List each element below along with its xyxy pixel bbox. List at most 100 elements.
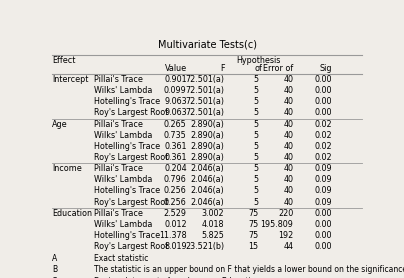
- Text: 0.00: 0.00: [315, 231, 332, 240]
- Text: 0.00: 0.00: [315, 75, 332, 84]
- Text: 5: 5: [254, 153, 259, 162]
- Text: 0.361: 0.361: [164, 142, 187, 151]
- Text: 8.019: 8.019: [164, 242, 187, 251]
- Text: Exact statistic: Exact statistic: [95, 254, 149, 263]
- Text: 5: 5: [254, 187, 259, 195]
- Text: 5: 5: [254, 86, 259, 95]
- Text: 5: 5: [254, 131, 259, 140]
- Text: 75: 75: [248, 231, 259, 240]
- Text: Multivariate Tests(c): Multivariate Tests(c): [158, 40, 257, 50]
- Text: Effect: Effect: [52, 56, 76, 64]
- Text: Pillai's Trace: Pillai's Trace: [95, 75, 143, 84]
- Text: Pillai's Trace: Pillai's Trace: [95, 120, 143, 129]
- Text: 72.501(a): 72.501(a): [185, 86, 224, 95]
- Text: 2.890(a): 2.890(a): [190, 142, 224, 151]
- Text: 72.501(a): 72.501(a): [185, 108, 224, 118]
- Text: Hotelling's Trace: Hotelling's Trace: [95, 187, 160, 195]
- Text: 40: 40: [283, 175, 293, 184]
- Text: 2.046(a): 2.046(a): [191, 198, 224, 207]
- Text: F: F: [220, 64, 224, 73]
- Text: 40: 40: [283, 187, 293, 195]
- Text: 75: 75: [248, 209, 259, 218]
- Text: A: A: [52, 254, 57, 263]
- Text: 0.00: 0.00: [315, 97, 332, 106]
- Text: 3.002: 3.002: [202, 209, 224, 218]
- Text: Hotelling's Trace: Hotelling's Trace: [95, 231, 160, 240]
- Text: Error of: Error of: [263, 64, 293, 73]
- Text: 40: 40: [283, 198, 293, 207]
- Text: The statistic is an upper bound on F that yields a lower bound on the significan: The statistic is an upper bound on F tha…: [95, 265, 404, 274]
- Text: 5: 5: [254, 97, 259, 106]
- Text: 0.00: 0.00: [315, 242, 332, 251]
- Text: 5: 5: [254, 175, 259, 184]
- Text: 23.521(b): 23.521(b): [185, 242, 224, 251]
- Text: 220: 220: [278, 209, 293, 218]
- Text: 5: 5: [254, 108, 259, 118]
- Text: 0.02: 0.02: [315, 142, 332, 151]
- Text: 2.890(a): 2.890(a): [190, 131, 224, 140]
- Text: 2.890(a): 2.890(a): [190, 153, 224, 162]
- Text: 0.256: 0.256: [164, 187, 187, 195]
- Text: 40: 40: [283, 108, 293, 118]
- Text: 0.09: 0.09: [315, 175, 332, 184]
- Text: 5.825: 5.825: [202, 231, 224, 240]
- Text: 72.501(a): 72.501(a): [185, 97, 224, 106]
- Text: 0.901: 0.901: [164, 75, 187, 84]
- Text: 0.265: 0.265: [164, 120, 187, 129]
- Text: 0.204: 0.204: [164, 164, 187, 173]
- Text: 2.890(a): 2.890(a): [190, 120, 224, 129]
- Text: 0.09: 0.09: [315, 164, 332, 173]
- Text: 0.09: 0.09: [315, 198, 332, 207]
- Text: Pillai's Trace: Pillai's Trace: [95, 164, 143, 173]
- Text: 5: 5: [254, 75, 259, 84]
- Text: 44: 44: [283, 242, 293, 251]
- Text: C: C: [52, 277, 57, 278]
- Text: 15: 15: [248, 242, 259, 251]
- Text: Hypothesis: Hypothesis: [236, 56, 281, 64]
- Text: 40: 40: [283, 97, 293, 106]
- Text: 40: 40: [283, 142, 293, 151]
- Text: 2.046(a): 2.046(a): [191, 187, 224, 195]
- Text: Wilks' Lambda: Wilks' Lambda: [95, 175, 153, 184]
- Text: 0.02: 0.02: [315, 153, 332, 162]
- Text: 0.00: 0.00: [315, 209, 332, 218]
- Text: of: of: [255, 64, 263, 73]
- Text: 0.02: 0.02: [315, 120, 332, 129]
- Text: 0.00: 0.00: [315, 108, 332, 118]
- Text: 5: 5: [254, 142, 259, 151]
- Text: Age: Age: [52, 120, 68, 129]
- Text: 40: 40: [283, 120, 293, 129]
- Text: Roy's Largest Root: Roy's Largest Root: [95, 153, 169, 162]
- Text: 0.00: 0.00: [315, 86, 332, 95]
- Text: 75: 75: [248, 220, 259, 229]
- Text: 0.012: 0.012: [164, 220, 187, 229]
- Text: Roy's Largest Root: Roy's Largest Root: [95, 198, 169, 207]
- Text: Wilks' Lambda: Wilks' Lambda: [95, 86, 153, 95]
- Text: 40: 40: [283, 153, 293, 162]
- Text: 0.256: 0.256: [164, 198, 187, 207]
- Text: 40: 40: [283, 86, 293, 95]
- Text: 0.735: 0.735: [164, 131, 187, 140]
- Text: 0.099: 0.099: [164, 86, 187, 95]
- Text: Roy's Largest Root: Roy's Largest Root: [95, 108, 169, 118]
- Text: 195.809: 195.809: [260, 220, 293, 229]
- Text: Hotelling's Trace: Hotelling's Trace: [95, 142, 160, 151]
- Text: 2.046(a): 2.046(a): [191, 175, 224, 184]
- Text: 4.018: 4.018: [202, 220, 224, 229]
- Text: Wilks' Lambda: Wilks' Lambda: [95, 131, 153, 140]
- Text: Design: Intercept+Age+Income+Education: Design: Intercept+Age+Income+Education: [95, 277, 261, 278]
- Text: 0.09: 0.09: [315, 187, 332, 195]
- Text: Wilks' Lambda: Wilks' Lambda: [95, 220, 153, 229]
- Text: 0.796: 0.796: [164, 175, 187, 184]
- Text: 5: 5: [254, 164, 259, 173]
- Text: 9.063: 9.063: [164, 108, 187, 118]
- Text: 5: 5: [254, 198, 259, 207]
- Text: Intercept: Intercept: [52, 75, 88, 84]
- Text: 192: 192: [278, 231, 293, 240]
- Text: Sig: Sig: [320, 64, 332, 73]
- Text: 72.501(a): 72.501(a): [185, 75, 224, 84]
- Text: 0.00: 0.00: [315, 220, 332, 229]
- Text: B: B: [52, 265, 57, 274]
- Text: Income: Income: [52, 164, 82, 173]
- Text: Value: Value: [164, 64, 187, 73]
